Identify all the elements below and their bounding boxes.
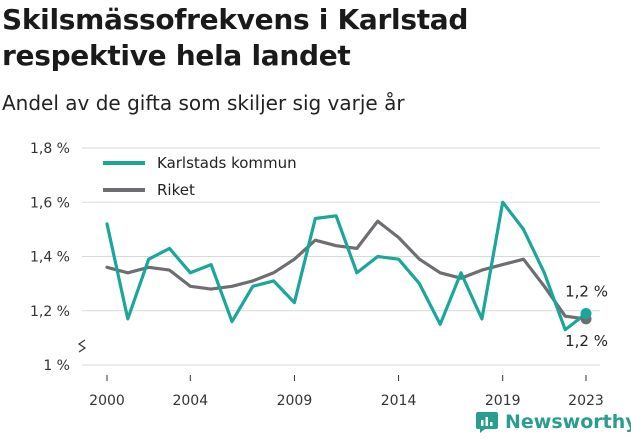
legend-label: Riket [157, 181, 195, 199]
y-tick-label: 1,6 % [30, 195, 70, 211]
y-tick-label: 1,2 % [30, 304, 70, 320]
axis-break-icon [77, 339, 87, 353]
series-lines [105, 200, 592, 332]
x-tick-label: 2023 [568, 393, 604, 409]
chart-title: Skilsmässofrekvens i Karlstad respektive… [2, 3, 469, 72]
end-value-label: 1,2 % [565, 282, 608, 300]
x-tick-label: 2019 [485, 393, 521, 409]
y-axis-ticks: 1 % 1,2 % 1,4 % 1,6 % 1,8 % [30, 141, 87, 374]
x-tick-label: 2009 [277, 393, 313, 409]
y-tick-label: 1,8 % [30, 141, 70, 157]
newsworthy-brand: Newsworthy [475, 407, 631, 437]
newsworthy-logo-icon [476, 412, 498, 433]
series-line [105, 200, 588, 332]
x-tick-label: 2000 [89, 393, 125, 409]
x-tick-label: 2004 [172, 393, 208, 409]
x-axis: 2000 2004 2009 2014 2019 2023 [89, 375, 604, 409]
legend-label: Karlstads kommun [157, 154, 297, 172]
y-tick-label: 1,4 % [30, 250, 70, 266]
x-tick-label: 2014 [381, 393, 417, 409]
y-tick-label: 1 % [43, 358, 70, 374]
legend: Karlstads kommun Riket [103, 154, 297, 199]
series-end-point [580, 307, 592, 319]
series-line [105, 219, 588, 321]
brand-name: Newsworthy [505, 411, 631, 433]
end-value-label: 1,2 % [565, 332, 608, 350]
end-labels: 1,2 % 1,2 % [565, 282, 608, 349]
chart-subtitle: Andel av de gifta som skiljer sig varje … [2, 91, 405, 115]
grid-lines [82, 147, 600, 366]
